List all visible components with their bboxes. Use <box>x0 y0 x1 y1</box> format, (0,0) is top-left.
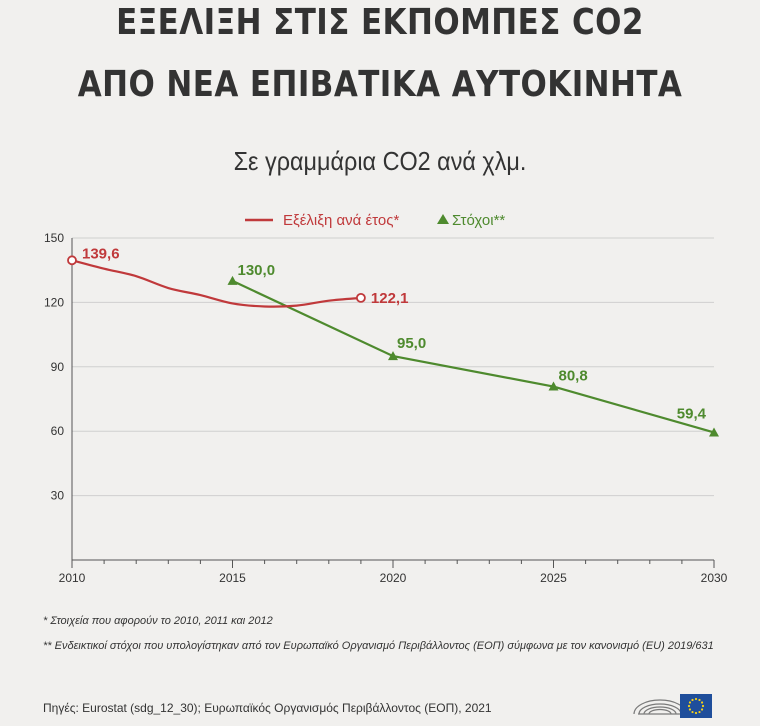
target-triangle-marker <box>227 275 238 285</box>
y-tick-label: 150 <box>44 231 64 245</box>
target-triangle-marker <box>709 427 719 437</box>
footnote-1: * Στοιχεία που αφορούν το 2010, 2011 και… <box>43 615 273 627</box>
eu-star-icon <box>691 698 694 702</box>
chart-title-line1: ΕΞΕΛΙΞΗ ΣΤΙΣ ΕΚΠΟΜΠΕΣ CO2 <box>116 2 644 43</box>
footnote-2: ** Ενδεικτικοί στόχοι που υπολογίστηκαν … <box>43 640 714 652</box>
parliament-hemicycle-icon <box>633 699 687 715</box>
european-parliament-logo <box>633 694 712 718</box>
target-data-label: 59,4 <box>677 405 707 422</box>
eu-star-icon <box>701 704 705 708</box>
actual-data-label: 122,1 <box>371 290 409 307</box>
y-tick-label: 30 <box>51 489 65 503</box>
target-triangle-marker <box>548 381 559 391</box>
actual-circle-marker <box>355 292 366 303</box>
x-tick-label: 2010 <box>59 571 86 585</box>
source-text: Πηγές: Eurostat (sdg_12_30); Ευρωπαϊκός … <box>43 701 492 715</box>
eu-star-icon <box>694 697 698 701</box>
eu-star-icon <box>700 708 704 711</box>
y-tick-label: 90 <box>51 360 65 374</box>
eu-star-icon <box>688 708 692 711</box>
actual-circle-marker <box>67 255 77 266</box>
eu-star-icon <box>694 711 698 715</box>
legend-label-actual: Εξέλιξη ανά έτος* <box>283 212 399 229</box>
eu-star-icon <box>688 701 692 704</box>
eu-star-icon <box>698 698 701 702</box>
line-chart: 30 60 90 120 150 2010 2015 2020 2025 2030 130,0 95,… <box>44 212 728 585</box>
eu-star-icon <box>700 701 704 704</box>
eu-star-icon <box>691 710 694 714</box>
series-line-actual <box>71 259 361 308</box>
y-tick-label: 60 <box>51 424 65 438</box>
eu-flag-icon <box>680 694 712 718</box>
series-line-targets <box>232 279 715 434</box>
x-tick-label: 2025 <box>540 571 567 585</box>
eu-star-icon <box>698 710 701 714</box>
x-tick-label: 2030 <box>701 571 728 585</box>
x-tick-label: 2020 <box>380 571 407 585</box>
legend-swatch-targets <box>437 214 449 224</box>
y-tick-label: 120 <box>44 295 64 309</box>
target-data-label: 95,0 <box>397 335 426 352</box>
chart-title-line2: ΑΠΟ ΝΕΑ ΕΠΙΒΑΤΙΚΑ ΑΥΤΟΚΙΝΗΤΑ <box>77 64 683 105</box>
chart-subtitle: Σε γραμμάρια CO2 ανά χλμ. <box>233 146 527 176</box>
legend-label-targets: Στόχοι** <box>452 212 505 229</box>
eu-star-icon <box>687 704 691 708</box>
x-tick-label: 2015 <box>219 571 246 585</box>
target-data-label: 130,0 <box>238 262 276 279</box>
target-data-label: 80,8 <box>559 368 588 385</box>
actual-data-label: 139,6 <box>82 245 120 262</box>
target-triangle-marker <box>388 351 398 361</box>
